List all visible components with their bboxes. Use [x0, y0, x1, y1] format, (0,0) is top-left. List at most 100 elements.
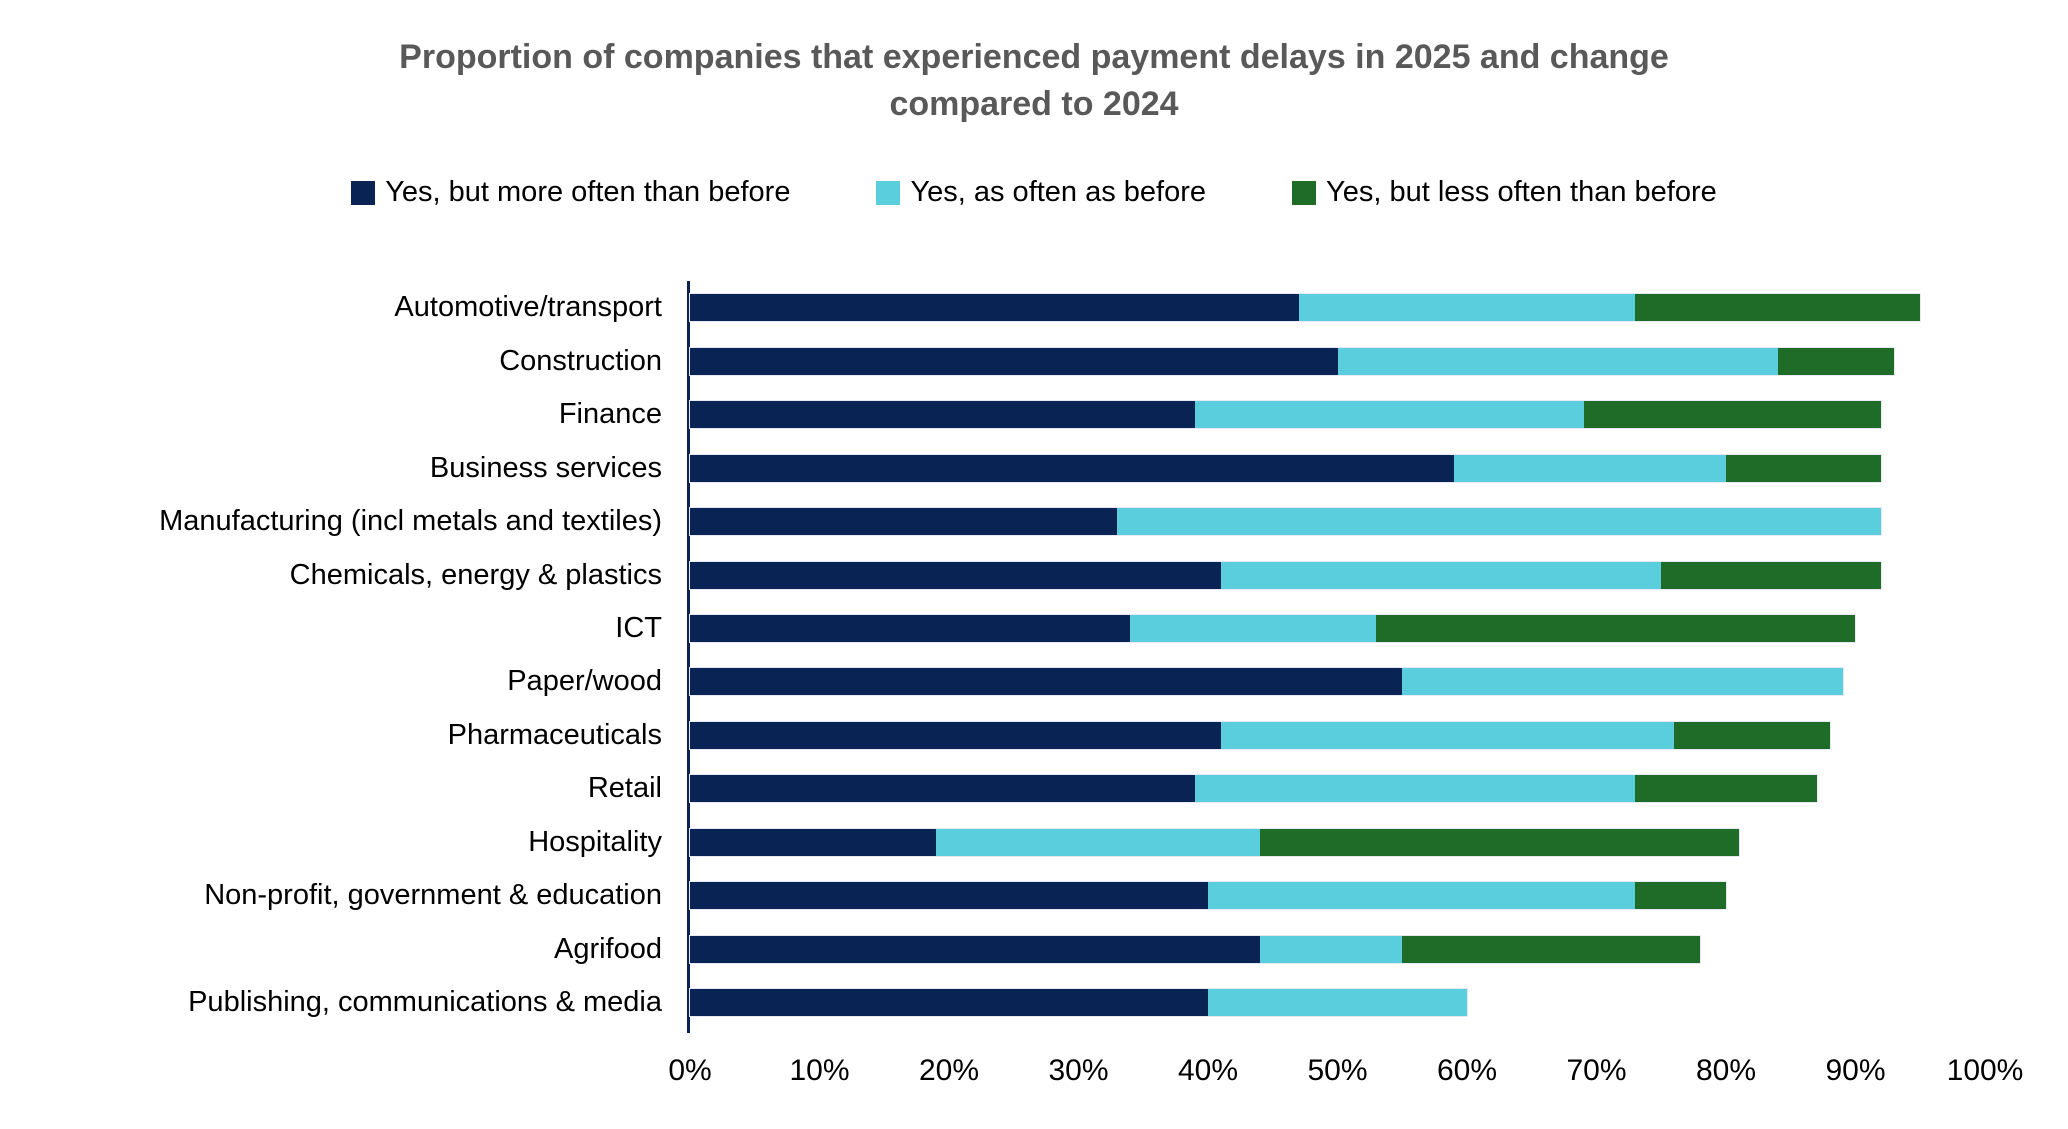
bar-row: Non-profit, government & education — [0, 869, 2068, 922]
category-label: Paper/wood — [507, 665, 662, 698]
category-label: Construction — [499, 344, 662, 377]
bar-row: Business services — [0, 441, 2068, 494]
bar-segment-series-1 — [936, 828, 1260, 856]
bar-segment-series-0 — [690, 882, 1208, 910]
x-axis-tick-label: 90% — [1825, 1054, 1886, 1087]
chart-title: Proportion of companies that experienced… — [0, 34, 2068, 128]
bar-segment-series-2 — [1674, 721, 1830, 749]
category-label: Hospitality — [528, 825, 662, 858]
bar-segment-series-1 — [1130, 614, 1377, 642]
bar-segment-series-1 — [1195, 401, 1584, 429]
category-label: Publishing, communications & media — [188, 986, 662, 1019]
bar-track — [688, 613, 1857, 643]
bar-segment-series-0 — [690, 294, 1299, 322]
bar-row: Chemicals, energy & plastics — [0, 548, 2068, 601]
x-axis-tick-label: 80% — [1695, 1054, 1757, 1087]
bar-segment-series-0 — [690, 454, 1455, 482]
bar-segment-series-2 — [1725, 454, 1882, 482]
bar-track — [688, 346, 1896, 376]
bar-row: Publishing, communications & media — [0, 976, 2068, 1029]
bar-track — [688, 453, 1883, 483]
chart-title-line1: Proportion of companies that experienced… — [399, 38, 1669, 76]
category-label: Agrifood — [553, 932, 662, 965]
bar-segment-series-0 — [690, 989, 1208, 1017]
bar-segment-series-1 — [1117, 508, 1882, 536]
bar-segment-series-2 — [1402, 935, 1701, 963]
category-label: Chemicals, energy & plastics — [289, 558, 662, 591]
bar-segment-series-0 — [690, 561, 1221, 589]
bar-segment-series-2 — [1635, 882, 1726, 910]
x-axis-tick-label: 100% — [1946, 1054, 2024, 1087]
bar-segment-series-1 — [1259, 935, 1403, 963]
bar-segment-series-1 — [1402, 668, 1843, 696]
bar-segment-series-0 — [690, 828, 937, 856]
x-axis-tick-label: 40% — [1177, 1054, 1239, 1087]
bar-row: Pharmaceuticals — [0, 709, 2068, 762]
bar-track — [688, 293, 1922, 323]
x-axis-tick-label: 20% — [918, 1054, 980, 1087]
x-axis-tick-label: 70% — [1566, 1054, 1627, 1087]
bar-segment-series-1 — [1220, 561, 1662, 589]
legend-item-1: Yes, as often as before — [876, 176, 1206, 209]
legend-label: Yes, but more often than before — [385, 176, 791, 208]
category-label: ICT — [615, 611, 662, 644]
bar-row: ICT — [0, 602, 2068, 655]
bar-segment-series-1 — [1208, 989, 1467, 1017]
bar-segment-series-0 — [690, 935, 1260, 963]
bar-segment-series-0 — [690, 508, 1118, 536]
x-axis-tick-label: 0% — [668, 1054, 712, 1087]
category-label: Non-profit, government & education — [204, 879, 662, 912]
bar-row: Construction — [0, 334, 2068, 387]
bar-segment-series-0 — [690, 347, 1338, 375]
bar-segment-series-0 — [690, 721, 1221, 749]
legend-label: Yes, as often as before — [910, 176, 1207, 208]
legend-swatch-icon — [351, 180, 376, 205]
legend-swatch-icon — [1292, 180, 1317, 205]
legend-item-2: Yes, but less often than before — [1292, 176, 1717, 209]
x-axis-tick-label: 60% — [1436, 1054, 1498, 1087]
bar-segment-series-2 — [1635, 775, 1817, 803]
bar-row: Paper/wood — [0, 655, 2068, 708]
bar-segment-series-2 — [1583, 401, 1882, 429]
bar-track — [688, 400, 1883, 430]
bar-segment-series-1 — [1454, 454, 1726, 482]
bar-segment-series-1 — [1220, 721, 1675, 749]
legend-swatch-icon — [876, 180, 901, 205]
bar-track — [689, 667, 1844, 697]
bar-row: Finance — [0, 388, 2068, 441]
legend: Yes, but more often than before Yes, as o… — [0, 176, 2068, 209]
category-label: Automotive/transport — [394, 291, 662, 324]
bar-segment-series-1 — [1298, 294, 1636, 322]
category-label: Finance — [558, 398, 662, 431]
bar-segment-series-1 — [1195, 775, 1636, 803]
x-axis-tick-label: 10% — [789, 1054, 850, 1087]
bar-segment-series-2 — [1259, 828, 1739, 856]
legend-label: Yes, but less often than before — [1326, 176, 1717, 208]
y-axis-line — [687, 281, 690, 1033]
legend-item-0: Yes, but more often than before — [351, 176, 790, 209]
category-label: Business services — [429, 451, 662, 484]
bar-segment-series-1 — [1208, 882, 1636, 910]
bar-segment-series-0 — [690, 775, 1196, 803]
x-axis-tick-label: 50% — [1307, 1054, 1368, 1087]
bar-row: Agrifood — [0, 923, 2068, 976]
bar-track — [689, 988, 1468, 1018]
bar-segment-series-2 — [1777, 347, 1895, 375]
bar-row: Manufacturing (incl metals and textiles) — [0, 495, 2068, 548]
bar-segment-series-1 — [1337, 347, 1778, 375]
bar-track — [689, 827, 1740, 857]
bar-row: Automotive/transport — [0, 281, 2068, 334]
bar-track — [688, 560, 1883, 590]
category-label: Pharmaceuticals — [447, 718, 662, 751]
bar-track — [689, 774, 1818, 804]
bar-segment-series-0 — [690, 401, 1196, 429]
bar-segment-series-0 — [690, 614, 1131, 642]
bar-track — [689, 881, 1727, 911]
chart-title-line2: compared to 2024 — [889, 84, 1179, 123]
category-label: Retail — [587, 772, 662, 805]
bar-segment-series-2 — [1635, 294, 1921, 322]
bar-track — [688, 507, 1883, 537]
bar-track — [689, 720, 1831, 750]
